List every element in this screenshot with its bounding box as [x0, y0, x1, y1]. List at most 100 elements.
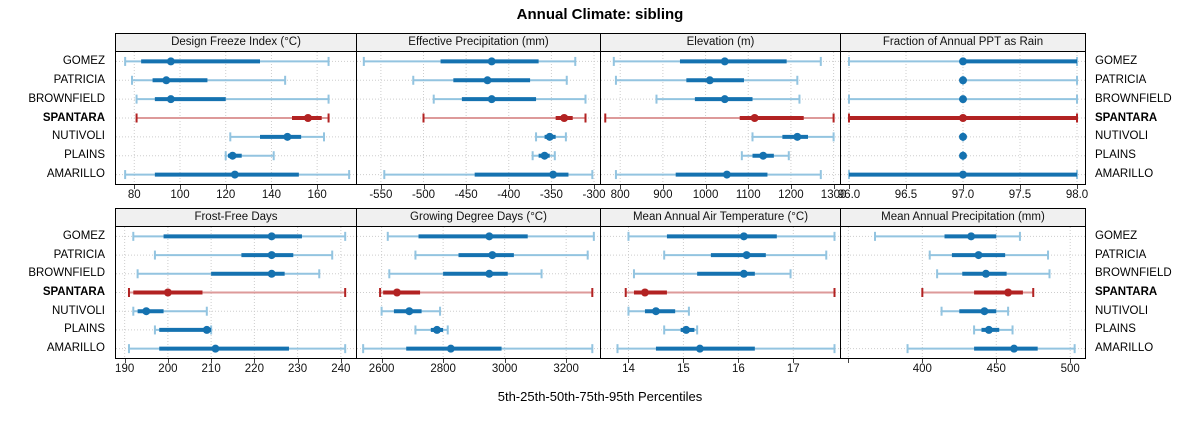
series-patricia	[153, 250, 334, 260]
tick-label: 400	[912, 363, 932, 375]
series-brownfield	[655, 94, 801, 104]
median-dot	[682, 325, 691, 334]
plot-area	[600, 52, 841, 185]
median-dot	[750, 114, 759, 122]
panel-effective-precipitation: Effective Precipitation (mm) -550 -500 -45…	[356, 33, 606, 203]
median-dot	[739, 232, 748, 241]
panel-mean-annual-air-temperature: Mean Annual Air Temperature (°C) 14 15 16 1…	[600, 208, 841, 377]
median-dot	[166, 95, 175, 104]
series-nutivoli	[751, 132, 835, 142]
row-label-spantara: SPANTARA	[1095, 286, 1158, 298]
tick-label: -450	[454, 189, 478, 201]
tick-mark	[1020, 185, 1021, 189]
tick-mark	[380, 185, 382, 189]
series-brownfield	[135, 94, 330, 104]
panel-header: Frost-Free Days	[115, 208, 357, 227]
median-dot	[304, 114, 312, 122]
median-dot	[705, 76, 714, 85]
tick-label: 2800	[430, 363, 456, 375]
tick-mark	[996, 359, 998, 363]
series-nutivoli	[229, 132, 325, 142]
panel-fraction-ppt-as-rain: Fraction of Annual PPT as Rain 96.0 96.5 9…	[838, 33, 1089, 203]
series-spantara	[422, 113, 587, 123]
tick-label: 220	[244, 363, 264, 375]
x-axis: 190 200 210 220 230 240	[115, 359, 357, 377]
series-amarillo	[616, 344, 836, 354]
plot-area	[115, 227, 357, 359]
tick-label: 98.0	[1065, 189, 1089, 201]
median-dot	[981, 269, 990, 278]
series-nutivoli	[959, 132, 967, 142]
tick-label: 97.5	[1008, 189, 1032, 201]
median-dot	[405, 307, 414, 316]
row-labels-left-top: GOMEZ PATRICIA BROWNFIELD SPANTARA NUTIVOLI P…	[0, 0, 110, 425]
tick-mark	[211, 359, 213, 363]
tick-label: 3200	[553, 363, 579, 375]
median-dot	[211, 344, 220, 353]
x-axis: 2600 2800 3000 3200	[356, 359, 601, 377]
median-dot	[446, 344, 455, 353]
gridlines	[357, 227, 600, 358]
series-amarillo	[127, 344, 347, 354]
median-dot	[1004, 288, 1013, 297]
median-dot	[793, 132, 802, 141]
row-label-brownfield: BROWNFIELD	[1095, 92, 1172, 105]
x-axis: -550 -500 -450 -400 -350 -300	[356, 185, 606, 203]
series-brownfield	[136, 269, 321, 279]
plot-area	[840, 52, 1086, 185]
panel-growing-degree-days: Growing Degree Days (°C) 2600 2800 3000 320…	[356, 208, 601, 377]
tick-label: -550	[369, 189, 393, 201]
x-axis: 800 900 1000 1100 1200 1300	[600, 185, 846, 203]
gridlines	[841, 227, 1085, 358]
series-nutivoli	[627, 306, 690, 316]
series-brownfield	[632, 269, 792, 279]
tick-mark	[848, 185, 850, 189]
plot-area	[600, 227, 841, 359]
series-amarillo	[124, 170, 351, 180]
series-nutivoli	[535, 132, 567, 142]
panel-header: Effective Precipitation (mm)	[356, 33, 601, 52]
median-dot	[959, 170, 967, 179]
median-dot	[487, 57, 496, 66]
tick-label: 900	[653, 189, 673, 201]
median-dot	[722, 170, 731, 179]
tick-label: 160	[307, 189, 327, 201]
tick-mark	[905, 185, 907, 189]
series-spantara	[847, 113, 1079, 123]
series-patricia	[414, 250, 589, 260]
panel-elevation: Elevation (m) 800 900 1000 1100 1200 1300	[600, 33, 846, 203]
median-dot	[202, 325, 211, 334]
tick-label: 97.0	[951, 189, 975, 201]
tick-label: 100	[170, 189, 190, 201]
tick-label: 240	[331, 363, 351, 375]
median-dot	[974, 251, 983, 260]
series-nutivoli	[132, 306, 208, 316]
row-labels-left-bottom: GOMEZ PATRICIA BROWNFIELD SPANTARA NUTIVOLI P…	[0, 0, 110, 425]
tick-label: 230	[288, 363, 308, 375]
tick-mark	[271, 185, 273, 189]
median-dot	[640, 288, 649, 297]
median-dot	[549, 170, 558, 179]
row-label-spantara: SPANTARA	[42, 286, 105, 298]
series-plains	[663, 325, 699, 335]
series-patricia	[412, 75, 568, 85]
median-dot	[545, 132, 554, 141]
series-amarillo	[383, 170, 594, 180]
row-label-nutivoli: NUTIVOLI	[1095, 130, 1149, 143]
row-label-amarillo: AMARILLO	[1095, 342, 1154, 355]
median-dot	[485, 269, 494, 278]
tick-mark	[963, 185, 964, 189]
series-brownfield	[847, 94, 1079, 104]
tick-mark	[423, 185, 425, 189]
tick-label: 190	[115, 363, 135, 375]
tick-mark	[662, 185, 664, 189]
tick-label: 140	[261, 189, 282, 201]
panel-header: Fraction of Annual PPT as Rain	[840, 33, 1086, 52]
row-label-plains: PLAINS	[1095, 149, 1136, 162]
row-label-patricia: PATRICIA	[53, 248, 105, 261]
median-dot	[283, 132, 292, 141]
tick-mark	[1070, 359, 1072, 363]
tick-mark	[254, 359, 256, 363]
series-patricia	[131, 75, 287, 85]
series-patricia	[614, 75, 799, 85]
